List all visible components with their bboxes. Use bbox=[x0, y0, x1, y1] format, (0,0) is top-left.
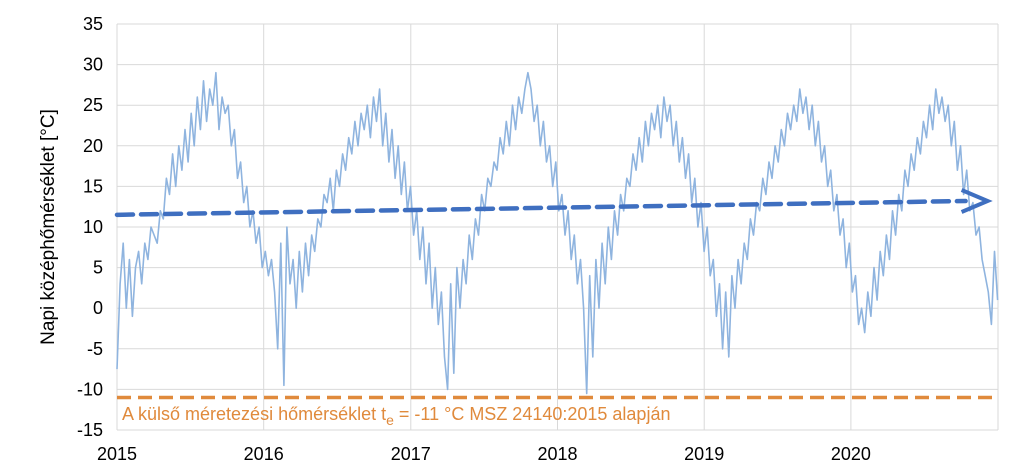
design-temperature-annotation: A külső méretezési hőmérséklet te = -11 … bbox=[122, 404, 670, 428]
annotation-rest: = -11 °C MSZ 24140:2015 alapján bbox=[394, 404, 671, 424]
annotation-main: A külső méretezési hőmérséklet t bbox=[122, 404, 386, 424]
x-tick-label: 2017 bbox=[391, 444, 431, 464]
y-axis-label: Napi középhőmérséklet [°C] bbox=[38, 109, 59, 345]
x-tick-label: 2015 bbox=[97, 444, 137, 464]
x-tick-label: 2018 bbox=[537, 444, 577, 464]
y-tick-label: 25 bbox=[83, 95, 103, 115]
y-tick-label: 0 bbox=[93, 298, 103, 318]
y-tick-label: 15 bbox=[83, 176, 103, 196]
x-tick-label: 2016 bbox=[244, 444, 284, 464]
x-tick-label: 2019 bbox=[684, 444, 724, 464]
y-tick-label: -10 bbox=[77, 379, 103, 399]
y-tick-label: 30 bbox=[83, 55, 103, 75]
trend-line bbox=[114, 198, 968, 218]
y-axis-ticks: 35 30 25 20 15 10 5 0 -5 -10 -15 bbox=[77, 14, 103, 440]
y-tick-label: -15 bbox=[77, 420, 103, 440]
y-tick-label: 35 bbox=[83, 14, 103, 34]
y-tick-label: 20 bbox=[83, 136, 103, 156]
x-axis-ticks: 2015 2016 2017 2018 2019 2020 bbox=[97, 444, 871, 464]
series-daily-temperature-line bbox=[116, 71, 999, 395]
x-tick-label: 2020 bbox=[831, 444, 871, 464]
y-tick-label: -5 bbox=[87, 339, 103, 359]
trend-arrow-head bbox=[960, 188, 993, 214]
y-tick-label: 10 bbox=[83, 217, 103, 237]
annotation-subscript: e bbox=[386, 412, 394, 428]
y-tick-label: 5 bbox=[93, 258, 103, 278]
